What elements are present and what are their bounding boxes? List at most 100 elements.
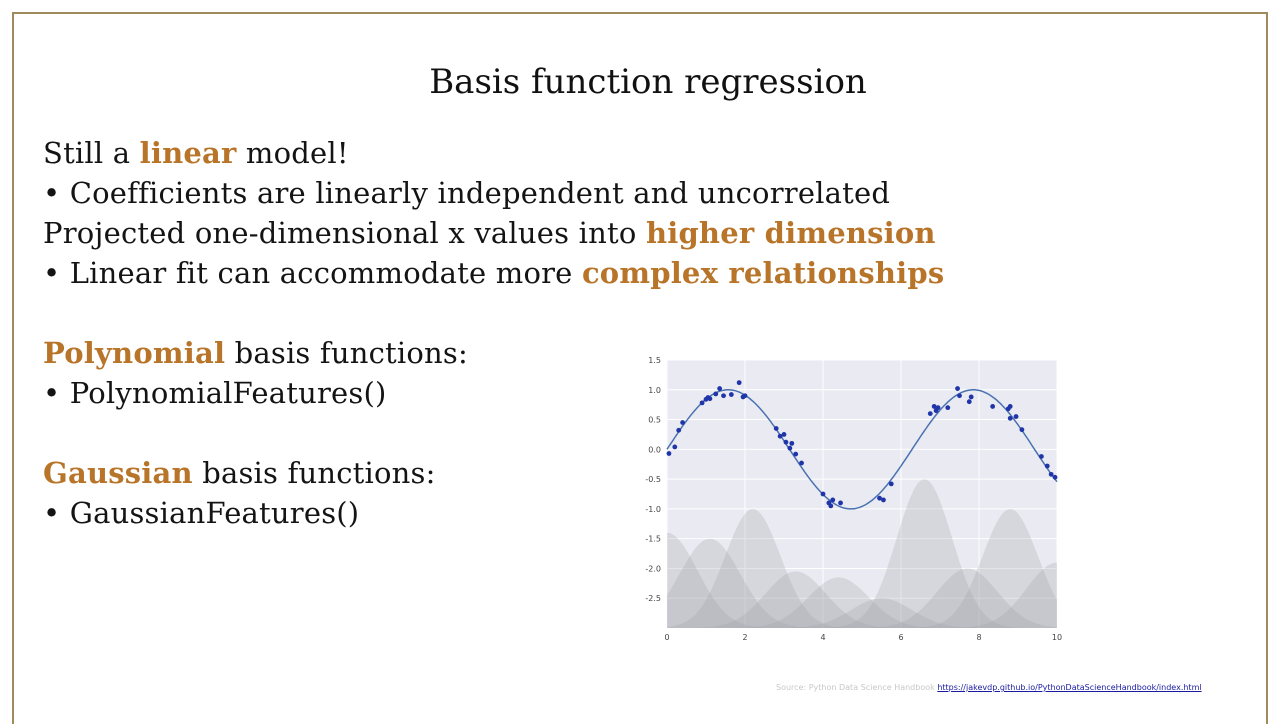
data-point	[877, 495, 882, 501]
gaussian-basis-7	[667, 568, 1057, 628]
source-text: Source: Python Data Science Handbook	[776, 683, 935, 692]
data-point	[828, 503, 834, 509]
bullet-linear-fit: • Linear fit can accommodate more comple…	[43, 256, 944, 290]
x-tick-label: 0	[664, 633, 669, 642]
gaussian-basis-4	[667, 577, 1057, 628]
data-point	[789, 440, 795, 446]
data-point	[773, 426, 779, 431]
source-citation: Source: Python Data Science Handbook htt…	[776, 683, 1202, 692]
data-point	[783, 439, 789, 445]
text-line-still-linear: Still a linear model!	[43, 136, 349, 170]
data-point	[777, 433, 783, 439]
data-point	[666, 451, 672, 456]
data-point	[888, 481, 894, 487]
text-plain: Still a	[43, 136, 140, 170]
data-point	[927, 411, 933, 416]
data-point	[781, 432, 787, 437]
gaussian-basis-2	[667, 509, 1057, 628]
slide-frame	[12, 12, 1268, 724]
y-tick-label: 0.0	[648, 445, 661, 454]
text-highlight: linear	[139, 136, 237, 170]
data-point	[945, 405, 951, 411]
text-plain: • PolynomialFeatures()	[43, 376, 387, 410]
data-point	[1052, 474, 1058, 480]
gaussian-basis-5	[667, 598, 1057, 628]
text-highlight: complex relationships	[581, 256, 945, 290]
data-point	[935, 405, 941, 411]
gaussian-basis-curves	[667, 479, 1057, 628]
grid-lines	[666, 359, 1058, 628]
slide-title: Basis function regression	[429, 62, 867, 102]
text-highlight: Polynomial	[43, 336, 226, 370]
text-line-gaussian: Gaussian basis functions:	[43, 456, 436, 490]
text-plain: basis functions:	[192, 456, 436, 490]
data-points	[666, 380, 1058, 509]
x-tick-label: 4	[820, 633, 825, 642]
data-point	[1019, 427, 1025, 433]
bullet-polynomial-features: • PolynomialFeatures()	[43, 376, 387, 410]
data-point	[793, 451, 799, 457]
data-point	[1007, 415, 1013, 421]
data-point	[742, 393, 748, 399]
data-point	[1048, 471, 1054, 477]
y-tick-label: 1.5	[648, 356, 661, 365]
gaussian-basis-1	[667, 538, 1057, 628]
data-point	[931, 404, 937, 409]
basis-function-chart: 1.5 1.0 0.5 0.0 -0.5 -1.0 -1.5 -2.0 -2.5 0 2 4 6 8 10	[645, 356, 1062, 642]
data-point	[717, 386, 723, 391]
text-plain: Projected one-dimensional x values into	[43, 216, 646, 250]
bullet-coefficients: • Coefficients are linearly independent …	[43, 176, 890, 210]
text-plain: basis functions:	[225, 336, 468, 370]
text-line-polynomial: Polynomial basis functions:	[43, 336, 468, 370]
y-tick-label: 1.0	[648, 386, 661, 395]
data-point	[713, 391, 719, 397]
text-highlight: higher dimension	[645, 216, 936, 250]
y-tick-label: -1.5	[645, 535, 661, 544]
text-highlight: Gaussian	[43, 456, 193, 490]
bullet-gaussian-features: • GaussianFeatures()	[43, 496, 359, 530]
text-plain: • GaussianFeatures()	[43, 496, 360, 530]
tick-labels: 1.5 1.0 0.5 0.0 -0.5 -1.0 -1.5 -2.0 -2.5 0 2 4 6 8 10	[645, 356, 1062, 642]
gaussian-basis-9	[667, 562, 1057, 628]
y-tick-label: -2.5	[645, 594, 661, 603]
data-point	[699, 400, 705, 406]
gaussian-basis-6	[667, 479, 1057, 628]
x-tick-label: 8	[976, 633, 981, 642]
data-point	[830, 497, 836, 503]
data-point	[1044, 463, 1050, 469]
data-point	[1039, 454, 1044, 459]
x-tick-label: 2	[742, 633, 747, 642]
data-point	[672, 444, 678, 450]
text-plain: • Linear fit can accommodate more	[43, 256, 582, 290]
gaussian-basis-0	[667, 532, 1057, 628]
data-point	[820, 491, 826, 497]
data-point	[799, 460, 804, 466]
fit-curve	[666, 389, 1058, 510]
source-link[interactable]: https://jakevdp.github.io/PythonDataScie…	[937, 683, 1202, 692]
data-point	[990, 404, 996, 409]
text-plain: model!	[236, 136, 349, 170]
data-point	[1013, 414, 1019, 419]
data-point	[957, 393, 962, 399]
y-tick-label: -2.0	[645, 564, 661, 573]
data-point	[707, 396, 713, 402]
data-point	[968, 394, 974, 400]
data-point	[1007, 404, 1013, 409]
y-tick-label: -1.0	[645, 505, 661, 514]
y-tick-label: 0.5	[648, 416, 661, 425]
data-point	[680, 420, 685, 425]
data-point	[881, 497, 886, 503]
gaussian-basis-8	[667, 509, 1057, 628]
gaussian-basis-3	[667, 571, 1057, 628]
data-point	[728, 392, 734, 397]
y-tick-label: -0.5	[645, 475, 661, 484]
text-line-projected: Projected one-dimensional x values into …	[43, 216, 936, 250]
x-tick-label: 6	[898, 633, 903, 642]
data-point	[955, 386, 960, 391]
data-point	[721, 393, 726, 399]
data-point	[676, 427, 682, 433]
data-point	[838, 500, 843, 506]
x-tick-label: 10	[1052, 633, 1062, 642]
data-point	[787, 445, 793, 451]
text-plain: • Coefficients are linearly independent …	[43, 176, 891, 210]
